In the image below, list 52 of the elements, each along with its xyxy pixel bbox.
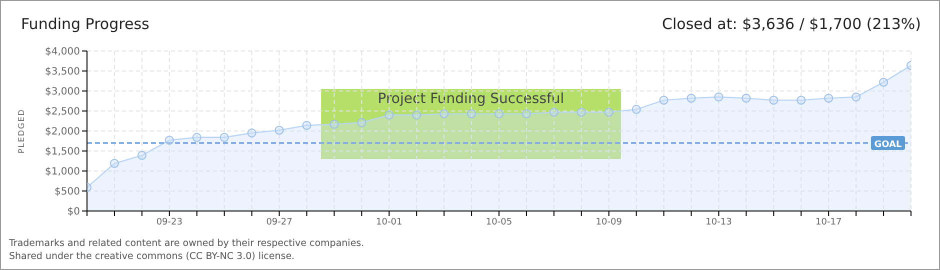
point: [714, 92, 724, 102]
ref-line-label: GOAL: [874, 140, 902, 150]
point: [192, 132, 202, 142]
point: [576, 108, 586, 117]
point: [769, 96, 778, 105]
y-tick-label: $2,000: [45, 126, 80, 138]
chart-subtitle: Closed at: $3,636 / $1,700 (213%): [662, 15, 921, 33]
point: [247, 128, 256, 138]
y-tick-label: $3,500: [45, 66, 80, 78]
x-tick-label: 10-09: [596, 217, 622, 228]
y-axis-title: PLEDGED: [16, 108, 26, 154]
point: [522, 109, 531, 118]
point: [220, 132, 229, 142]
y-tick-label: $500: [54, 186, 80, 198]
x-tick-label: 09-23: [156, 217, 182, 228]
x-tick-label: 10-17: [816, 217, 842, 228]
banner: Project Funding Successful: [321, 89, 621, 159]
point: [274, 126, 284, 135]
point: [302, 120, 312, 130]
point: [686, 94, 696, 103]
x-tick-label: 10-05: [486, 217, 512, 228]
y-tick-label: $4,000: [45, 46, 80, 58]
x-tick-label: 10-01: [376, 217, 402, 228]
point: [330, 120, 339, 129]
x-tick-label: 10-13: [706, 217, 732, 228]
y-tick-label: $0: [67, 206, 80, 218]
text: Trademarks and related content are owned by their respective companies.: [9, 237, 364, 250]
point: [440, 109, 449, 118]
point: [549, 108, 558, 117]
point: [467, 109, 476, 118]
point: [357, 118, 366, 128]
point: [796, 96, 806, 105]
point: [494, 109, 504, 118]
point: [412, 110, 422, 120]
point: [632, 104, 641, 114]
point: [742, 94, 751, 103]
y-tick-label: $2,500: [45, 106, 80, 118]
point: [164, 136, 174, 145]
point: [852, 92, 861, 102]
text: Shared under the creative commons (CC BY-NC 3.0) license.: [9, 250, 296, 263]
y-tick-label: $1,500: [45, 146, 80, 158]
chart-title: Funding Progress: [21, 15, 150, 33]
point: [604, 108, 614, 117]
x-tick-label: 09-27: [266, 217, 292, 228]
y-tick-label: $3,000: [45, 86, 80, 98]
point: [659, 96, 668, 105]
point: [110, 158, 119, 168]
point: [384, 110, 394, 120]
point: [824, 94, 834, 103]
point: [879, 78, 888, 87]
point: [137, 150, 146, 160]
y-tick-label: $1,000: [45, 166, 80, 178]
